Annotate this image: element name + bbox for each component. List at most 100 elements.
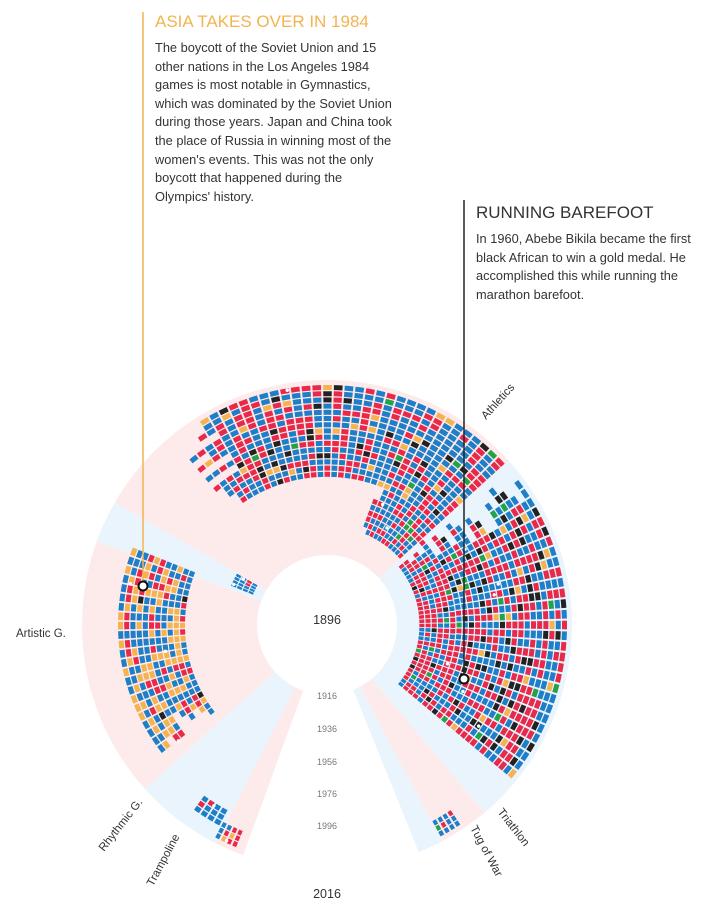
medal-segment: [470, 588, 477, 595]
medal-segment: [240, 495, 248, 503]
medal-segment: [331, 453, 339, 459]
medal-segment: [151, 653, 158, 661]
medal-segment: [427, 594, 434, 600]
medal-segment: [338, 466, 345, 472]
medal-segment: [303, 472, 310, 479]
medal-segment: [440, 706, 448, 714]
medal-segment: [510, 721, 519, 731]
medal-segment: [496, 677, 504, 686]
medal-segment: [163, 651, 170, 659]
medal-segment: [265, 468, 274, 476]
medal-segment: [528, 648, 535, 657]
medal-segment: [137, 639, 143, 647]
medal-segment: [162, 644, 169, 652]
medal-segment: [177, 693, 185, 701]
medal-segment: [537, 669, 544, 679]
medal-segment: [205, 474, 214, 483]
medal-segment: [416, 602, 423, 607]
medal-segment: [445, 687, 453, 695]
medal-segment: [475, 447, 486, 457]
medal-segment: [144, 646, 151, 654]
medal-segment: [384, 540, 391, 547]
medal-segment: [324, 471, 331, 477]
medal-segment: [313, 403, 322, 410]
medal-segment: [508, 681, 515, 690]
medal-segment: [549, 693, 557, 704]
medal-segment: [357, 437, 366, 444]
medal-segment: [543, 548, 551, 559]
medal-segment: [500, 661, 508, 670]
medal-segment: [130, 613, 136, 621]
medal-segment: [541, 526, 550, 537]
medal-segment: [392, 460, 401, 468]
medal-segment: [404, 472, 412, 481]
medal-segment: [450, 713, 458, 722]
medal-segment: [149, 706, 157, 716]
medal-segment: [524, 574, 532, 584]
medal-segment: [345, 466, 352, 473]
medal-segment: [133, 684, 141, 693]
medal-segment: [450, 690, 458, 698]
medal-segment: [249, 468, 258, 477]
medal-segment: [159, 660, 166, 668]
medal-segment: [390, 500, 398, 508]
medal-segment: [226, 824, 233, 831]
medal-segment: [168, 636, 174, 643]
medal-segment: [261, 477, 269, 485]
medal-segment: [438, 830, 445, 837]
medal-segment: [401, 566, 408, 573]
medal-segment: [391, 440, 401, 448]
medal-segment: [162, 729, 171, 739]
medal-segment: [516, 647, 523, 656]
medal-segment: [292, 398, 302, 405]
medal-segment: [218, 428, 228, 437]
medal-segment: [243, 457, 253, 466]
medal-segment: [425, 494, 434, 502]
medal-segment: [513, 682, 521, 692]
medal-segment: [175, 649, 182, 656]
medal-segment: [430, 662, 437, 669]
medal-segment: [241, 431, 251, 439]
medal-segment: [333, 403, 342, 410]
medal-segment: [378, 454, 386, 462]
background-wedge: [190, 683, 296, 844]
medal-segment: [294, 461, 302, 468]
medal-segment: [435, 412, 446, 421]
medal-segment: [470, 467, 480, 477]
medal-segment: [397, 448, 406, 457]
medal-segment: [443, 633, 449, 639]
medal-segment: [389, 514, 396, 521]
medal-segment: [324, 440, 331, 446]
medal-segment: [434, 648, 441, 654]
medal-segment: [132, 586, 140, 595]
medal-segment: [445, 494, 454, 504]
medal-segment: [523, 603, 530, 611]
medal-segment: [448, 681, 455, 689]
medal-segment: [168, 600, 175, 608]
medal-segment: [201, 795, 209, 803]
medal-segment: [429, 444, 439, 453]
medal-segment: [155, 630, 161, 637]
medal-segment: [381, 516, 388, 524]
medal-segment: [490, 651, 497, 659]
medal-segment: [165, 561, 173, 569]
medal-segment: [551, 661, 558, 672]
medal-segment: [405, 510, 413, 518]
medal-segment: [431, 707, 439, 716]
medal-segment: [456, 455, 466, 464]
medal-segment: [414, 593, 421, 599]
medal-segment: [452, 592, 459, 599]
medal-segment: [147, 717, 156, 727]
medal-segment: [236, 461, 245, 469]
medal-segment: [439, 671, 446, 678]
medal-segment: [289, 437, 298, 444]
medal-segment: [364, 476, 371, 484]
medal-segment: [429, 642, 436, 648]
medal-segment: [480, 636, 486, 643]
medal-segment: [437, 513, 445, 522]
medal-segment: [492, 668, 500, 676]
medal-segment: [437, 464, 447, 473]
medal-segment: [520, 715, 529, 725]
medal-segment: [314, 416, 322, 422]
medal-segment: [437, 618, 443, 623]
